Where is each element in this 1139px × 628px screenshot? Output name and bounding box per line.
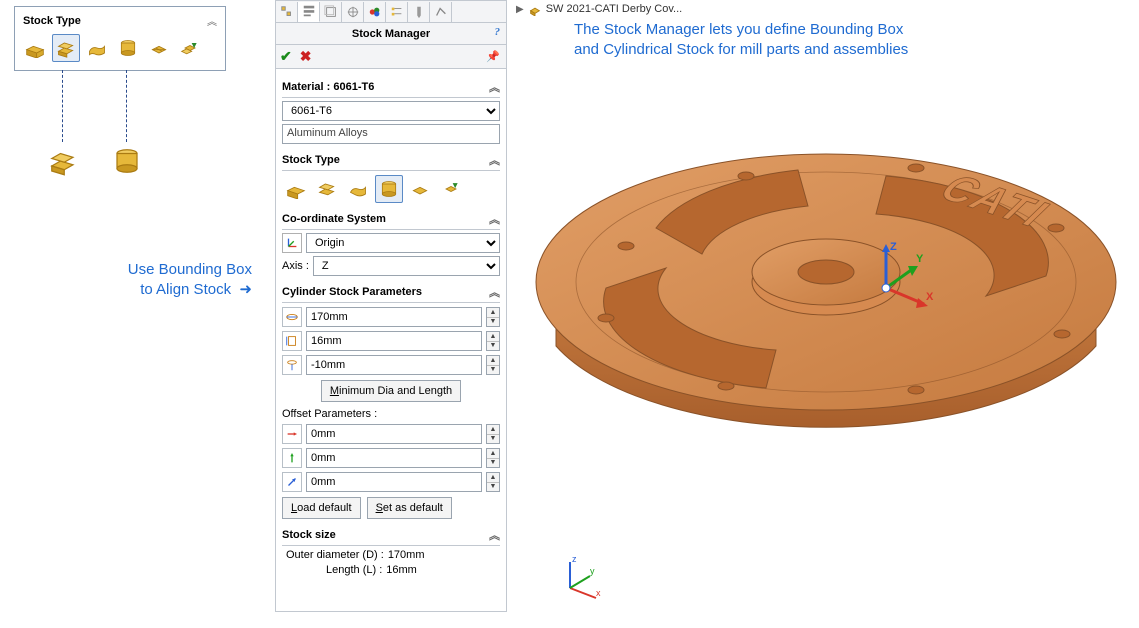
tab-operations[interactable] [430, 2, 452, 22]
arrow-icon: ➜ [239, 281, 252, 298]
stock-icon-part-file[interactable] [176, 34, 204, 62]
stock-length-value: 16mm [386, 564, 417, 576]
stock-length-label: Length (L) : [326, 564, 382, 576]
stock-icon-extruded[interactable] [21, 34, 49, 62]
help-icon[interactable]: ? [495, 26, 501, 38]
length-spinner[interactable]: ▲▼ [486, 331, 500, 351]
annotation-left: Use Bounding Box to Align Stock ➜ [22, 260, 252, 301]
tab-property-manager[interactable] [298, 2, 320, 22]
connector-line-1 [62, 70, 63, 142]
p-stock-stl[interactable] [406, 175, 434, 203]
breadcrumb-arrow-icon[interactable]: ▶ [516, 4, 524, 15]
panel-title: Stock Manager [352, 28, 430, 40]
bounding-box-large-icon [48, 146, 78, 176]
tab-cam-tree[interactable] [386, 2, 408, 22]
annotation-top: The Stock Manager lets you define Boundi… [574, 20, 1114, 61]
tab-tools[interactable] [408, 2, 430, 22]
p-stock-extruded[interactable] [282, 175, 310, 203]
stock-icon-sketch[interactable] [83, 34, 111, 62]
outer-dia-label: Outer diameter (D) : [286, 549, 384, 561]
material-group: Aluminum Alloys [282, 124, 500, 144]
connector-line-2 [126, 70, 127, 142]
cancel-button[interactable]: ✖ [300, 48, 312, 65]
zoffset-input[interactable] [306, 355, 482, 375]
tab-configuration[interactable] [320, 2, 342, 22]
offset-z-icon [282, 472, 302, 492]
diameter-spinner[interactable]: ▲▼ [486, 307, 500, 327]
tab-feature-tree[interactable] [276, 2, 298, 22]
stock-type-icons [15, 32, 225, 70]
stock-icon-stl[interactable] [145, 34, 173, 62]
stock-icon-bounding-box[interactable] [52, 34, 80, 62]
material-header[interactable]: Material : 6061-T6︽ [282, 77, 500, 98]
offset-y-icon [282, 448, 302, 468]
origin-icon[interactable] [282, 233, 302, 253]
oz-spin[interactable]: ▲▼ [486, 472, 500, 492]
svg-text:z: z [572, 554, 577, 564]
tab-display[interactable] [364, 2, 386, 22]
stock-manager-panel: Stock Manager ? ✔ ✖ 📌 Material : 6061-T6… [275, 0, 507, 612]
panel-stock-type-icons [282, 171, 500, 203]
set-default-button[interactable]: Set as default [367, 497, 452, 519]
stock-size-header[interactable]: Stock size︽ [282, 525, 500, 546]
annotation-left-line1: Use Bounding Box [22, 260, 252, 280]
panel-tabstrip [276, 1, 506, 23]
axis-select[interactable]: Z [313, 256, 500, 276]
offset-x-icon [282, 424, 302, 444]
callout-title: Stock Type [23, 15, 81, 27]
triad-corner[interactable]: z x y [556, 552, 606, 605]
svg-text:Y: Y [916, 253, 924, 265]
load-default-button[interactable]: Load default [282, 497, 361, 519]
annotation-left-line2: to Align Stock ➜ [22, 280, 252, 300]
p-stock-bbox[interactable] [313, 175, 341, 203]
ox-spin[interactable]: ▲▼ [486, 424, 500, 444]
p-stock-sketch[interactable] [344, 175, 372, 203]
cylinder-params-header[interactable]: Cylinder Stock Parameters︽ [282, 282, 500, 303]
outer-dia-value: 170mm [388, 549, 425, 561]
offset-z-input[interactable] [306, 472, 482, 492]
zoffset-icon [282, 355, 302, 375]
viewport-3d[interactable]: CATI Z X Y z x [516, 56, 1128, 596]
svg-text:y: y [590, 566, 595, 576]
diameter-input[interactable] [306, 307, 482, 327]
p-stock-part[interactable] [437, 175, 465, 203]
stock-type-callout: Stock Type ︽ [14, 6, 226, 71]
offset-params-label: Offset Parameters : [282, 408, 500, 420]
breadcrumb: ▶ SW 2021-CATI Derby Cov... [516, 2, 682, 16]
ok-button[interactable]: ✔ [280, 48, 292, 65]
min-dia-length-button[interactable]: MMinimum Dia and Lengthinimum Dia and Le… [321, 380, 461, 402]
material-select[interactable]: 6061-T6 [282, 101, 500, 121]
oy-spin[interactable]: ▲▼ [486, 448, 500, 468]
svg-text:X: X [926, 291, 934, 303]
annotation-top-line1: The Stock Manager lets you define Boundi… [574, 20, 1114, 40]
coord-header[interactable]: Co-ordinate System︽ [282, 209, 500, 230]
offset-x-input[interactable] [306, 424, 482, 444]
axis-label: Axis : [282, 260, 309, 272]
tab-dimxpert[interactable] [342, 2, 364, 22]
origin-select[interactable]: Origin [306, 233, 500, 253]
triad-center[interactable]: Z X Y [856, 238, 936, 321]
diameter-icon [282, 307, 302, 327]
p-stock-cylinder[interactable] [375, 175, 403, 203]
panel-form: Material : 6061-T6︽ 6061-T6 Aluminum All… [276, 69, 506, 611]
breadcrumb-file[interactable]: SW 2021-CATI Derby Cov... [546, 3, 683, 15]
zoffset-spinner[interactable]: ▲▼ [486, 355, 500, 375]
length-input[interactable] [306, 331, 482, 351]
svg-text:x: x [596, 588, 601, 598]
stock-type-header[interactable]: Stock Type︽ [282, 150, 500, 171]
part-file-icon [528, 2, 542, 16]
pushpin-icon[interactable]: 📌 [486, 50, 500, 63]
stock-icon-cylinder[interactable] [114, 34, 142, 62]
cylinder-large-icon [112, 146, 142, 176]
length-icon [282, 331, 302, 351]
offset-y-input[interactable] [306, 448, 482, 468]
collapse-icon[interactable]: ︽ [207, 13, 217, 28]
svg-text:Z: Z [890, 241, 897, 253]
